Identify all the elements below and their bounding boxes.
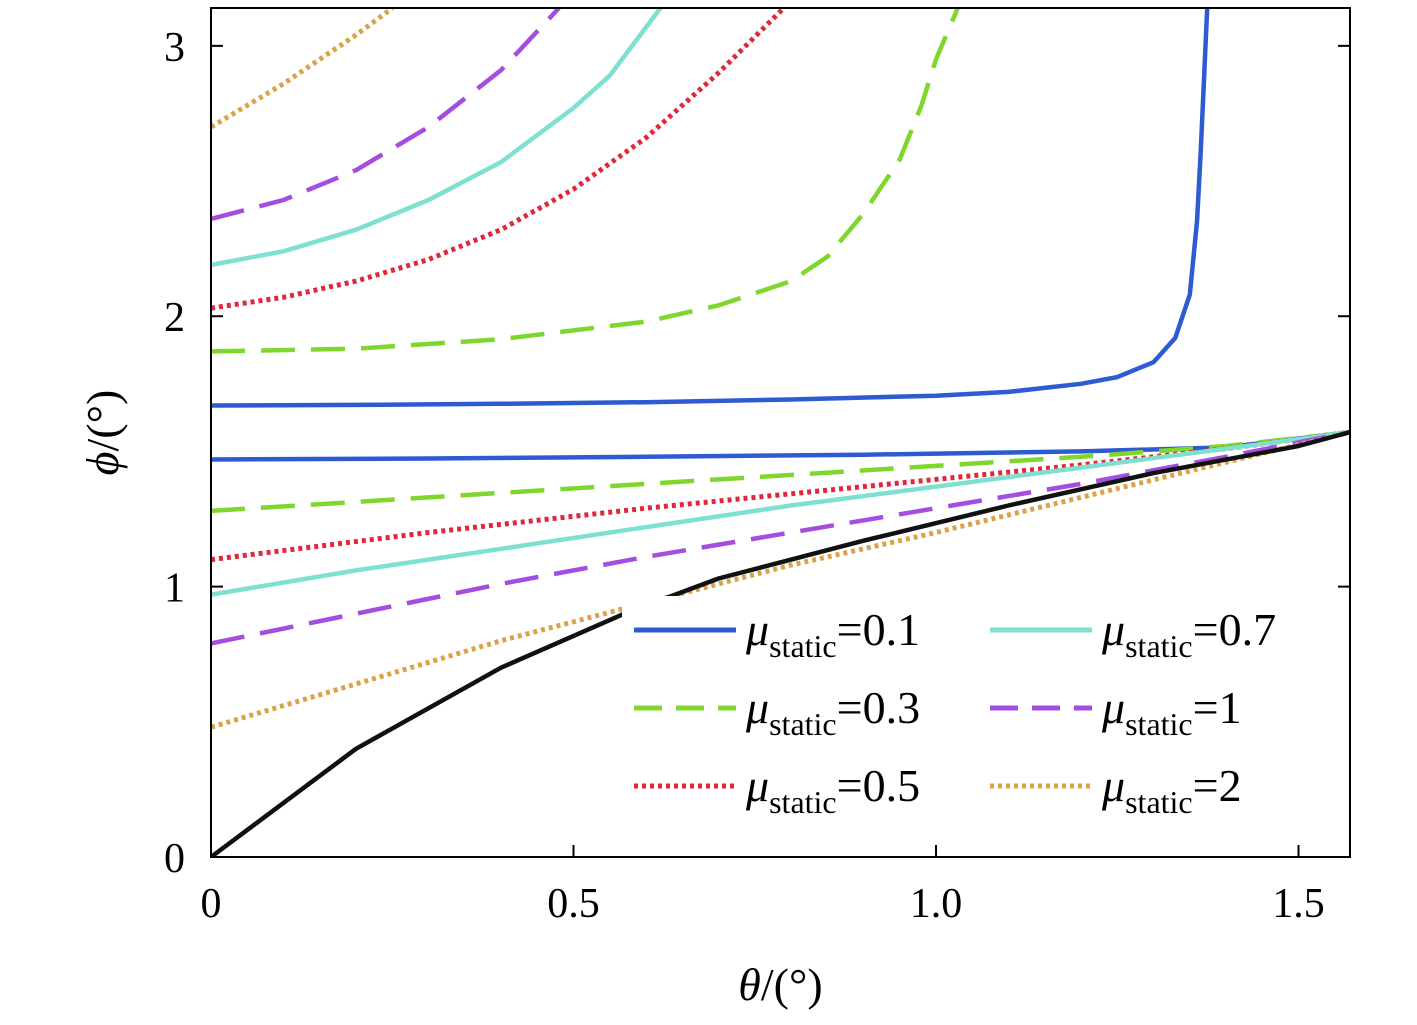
- legend-label: μstatic=0.7: [1101, 604, 1276, 664]
- legend-label: μstatic=1: [1101, 682, 1242, 742]
- series-4-upper-line: [211, 8, 561, 222]
- series-2-lower-line: [211, 429, 1350, 563]
- series-6-lower-line: [211, 430, 1350, 857]
- axes-frame: [210, 7, 1351, 858]
- series-2-upper-line: [211, 8, 786, 311]
- x-axis-title: θ/(°): [738, 959, 822, 1010]
- x-tick-label: 1.5: [1272, 881, 1325, 927]
- x-tick-label: 1.0: [910, 881, 963, 927]
- series-5-upper-line: [211, 8, 394, 130]
- legend: μstatic=0.1 μstatic=0.3 μstatic=0.5 μstatic…: [622, 596, 1322, 834]
- x-tick-label: 0: [201, 881, 222, 927]
- y-tick-label: 3: [164, 25, 185, 71]
- series-3-lower-line: [211, 429, 1350, 597]
- plot-area: [211, 8, 1350, 857]
- series-0-upper-line: [211, 8, 1210, 408]
- series-5-lower-line: [211, 429, 1350, 730]
- series-1-lower-line: [211, 429, 1350, 514]
- legend-label: μstatic=0.1: [745, 604, 920, 664]
- y-tick-label: 0: [164, 836, 185, 882]
- series-4-lower-line: [211, 429, 1350, 646]
- legend-background: [622, 596, 1322, 834]
- legend-label: μstatic=0.5: [745, 760, 920, 820]
- series-1-upper-line: [211, 8, 960, 354]
- legend-label: μstatic=0.3: [745, 682, 920, 742]
- legend-label: μstatic=2: [1101, 760, 1242, 820]
- y-axis-title: ϕ/(°): [77, 390, 128, 476]
- series-3-upper-line: [211, 8, 663, 268]
- x-tick-label: 0.5: [547, 881, 600, 927]
- y-tick-label: 2: [164, 295, 185, 341]
- y-tick-label: 1: [164, 566, 185, 612]
